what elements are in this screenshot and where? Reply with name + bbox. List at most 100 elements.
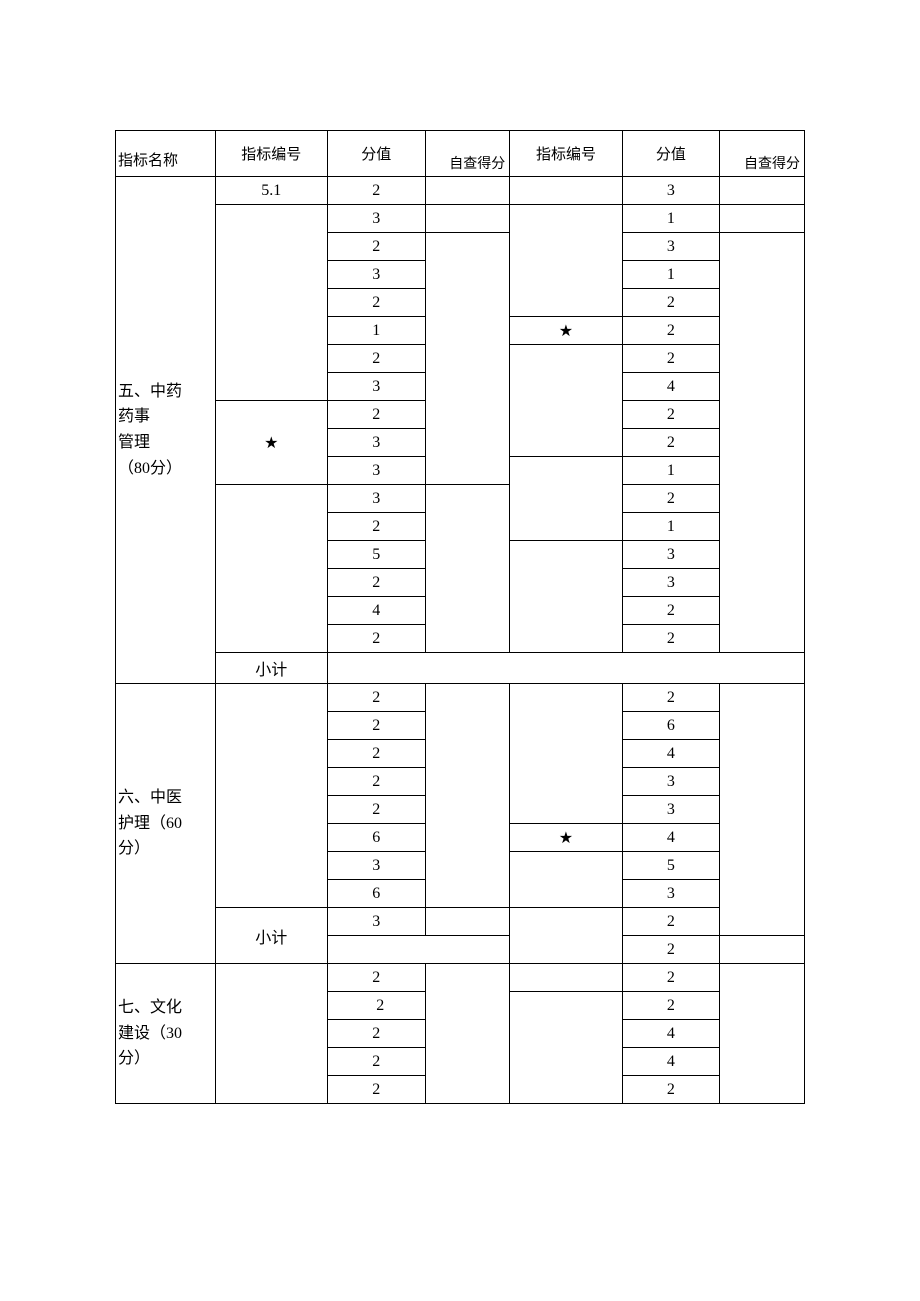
s5-subtotal-label: 小计: [215, 653, 327, 684]
s6-left-score-9: 3: [327, 908, 425, 936]
s7-right-self-block: [720, 964, 805, 1104]
s5-right-idx-block3: [510, 457, 622, 541]
header-index-2: 指标编号: [510, 131, 622, 177]
s5-left-score-14: 5: [327, 541, 425, 569]
s5-left-score-8: 3: [327, 373, 425, 401]
s5-right-score-9: 2: [622, 401, 720, 429]
s5-left-score-7: 2: [327, 345, 425, 373]
header-score-1: 分值: [327, 131, 425, 177]
s6-left-score-8: 6: [327, 880, 425, 908]
header-row: 指标名称 指标编号 分值 自查得分 指标编号 分值 自查得分: [116, 131, 805, 177]
s5-left-score-6: 1: [327, 317, 425, 345]
s5-right-score-6: 2: [622, 317, 720, 345]
s5-left-score-3: 2: [327, 233, 425, 261]
s5-left-score-10: 3: [327, 429, 425, 457]
s5-left-score-13: 2: [327, 513, 425, 541]
s5-right-score-7: 2: [622, 345, 720, 373]
s5-idx-block1: [215, 205, 327, 401]
s5-idx-1: 5.1: [215, 177, 327, 205]
header-self-2: 自查得分: [720, 131, 805, 177]
table-row: 五、中药 药事 管理 （80分） 5.1 2 3: [116, 177, 805, 205]
s5-right-score-8: 4: [622, 373, 720, 401]
s5-right-idx-block4: [510, 541, 622, 653]
s5-left-score-1: 2: [327, 177, 425, 205]
s7-right-score-4: 4: [622, 1048, 720, 1076]
header-name: 指标名称: [116, 131, 216, 177]
s5-right-score-13: 1: [622, 513, 720, 541]
s5-left-score-9: 2: [327, 401, 425, 429]
s5-right-idx-block2: [510, 345, 622, 457]
s7-idx-block: [215, 964, 327, 1104]
s6-right-score-1: 2: [622, 684, 720, 712]
s5-idx-star: ★: [215, 401, 327, 485]
s6-right-score-5: 3: [622, 796, 720, 824]
s6-subtotal-span: [327, 936, 509, 964]
s7-right-score-1: 2: [622, 964, 720, 992]
s6-right-score-3: 4: [622, 740, 720, 768]
s5-idx-block2: [215, 485, 327, 653]
s6-right-score-8: 3: [622, 880, 720, 908]
section5-name: 五、中药 药事 管理 （80分）: [116, 177, 216, 684]
s5-right-idx-star: ★: [510, 317, 622, 345]
s6-left-self-9: [425, 908, 510, 936]
s7-left-score-3: 2: [327, 1020, 425, 1048]
table-row: 六、中医 护理（60 分） 2 2: [116, 684, 805, 712]
table-row: 3 2: [116, 485, 805, 513]
s5-right-score-12: 2: [622, 485, 720, 513]
s6-right-idx-star: ★: [510, 824, 622, 852]
s5-left-score-11: 3: [327, 457, 425, 485]
s5-left-score-15: 2: [327, 569, 425, 597]
header-index-1: 指标编号: [215, 131, 327, 177]
s6-left-score-1: 2: [327, 684, 425, 712]
s5-left-score-2: 3: [327, 205, 425, 233]
s7-left-score-5: 2: [327, 1076, 425, 1104]
s7-right-score-2: 2: [622, 992, 720, 1020]
s6-left-score-6: 6: [327, 824, 425, 852]
s6-right-self-block: [720, 684, 805, 936]
s5-right-self-block: [720, 233, 805, 653]
s6-left-score-2: 2: [327, 712, 425, 740]
table-row: 3 1: [116, 205, 805, 233]
s6-left-score-7: 3: [327, 852, 425, 880]
evaluation-table: 指标名称 指标编号 分值 自查得分 指标编号 分值 自查得分 五、中药 药事 管…: [115, 130, 805, 1104]
s5-right-score-4: 1: [622, 261, 720, 289]
s6-right-idx-block3: [510, 908, 622, 964]
s6-left-score-5: 2: [327, 796, 425, 824]
s7-left-score-2: 2: [327, 992, 425, 1020]
s7-left-score-1: 2: [327, 964, 425, 992]
s5-right-score-16: 2: [622, 597, 720, 625]
s5-left-score-4: 3: [327, 261, 425, 289]
s6-right-score-7: 5: [622, 852, 720, 880]
s6-right-score-4: 3: [622, 768, 720, 796]
s5-left-score-17: 2: [327, 625, 425, 653]
s5-right-self-2: [720, 205, 805, 233]
s6-right-score-extra: 2: [622, 936, 720, 964]
table-row: 小计: [116, 653, 805, 684]
section7-name: 七、文化 建设（30 分）: [116, 964, 216, 1104]
s6-left-score-4: 2: [327, 768, 425, 796]
s5-right-idx-1: [510, 177, 622, 205]
s7-right-score-5: 2: [622, 1076, 720, 1104]
s5-right-score-17: 2: [622, 625, 720, 653]
s7-right-score-3: 4: [622, 1020, 720, 1048]
s6-idx-block: [215, 684, 327, 908]
s6-right-score-9: 2: [622, 908, 720, 936]
s5-right-score-15: 3: [622, 569, 720, 597]
s5-right-score-1: 3: [622, 177, 720, 205]
s6-left-score-3: 2: [327, 740, 425, 768]
s6-right-idx-block2: [510, 852, 622, 908]
s5-left-self-2: [425, 205, 510, 233]
s5-left-self-block: [425, 233, 510, 485]
s7-right-idx-1: [510, 964, 622, 992]
section6-name: 六、中医 护理（60 分）: [116, 684, 216, 964]
s6-subtotal-label: 小计: [215, 908, 327, 964]
s5-left-self-1: [425, 177, 510, 205]
header-score-2: 分值: [622, 131, 720, 177]
s6-right-self-extra: [720, 936, 805, 964]
table-row: 小计 3 2: [116, 908, 805, 936]
s5-right-score-2: 1: [622, 205, 720, 233]
s7-left-score-4: 2: [327, 1048, 425, 1076]
s5-left-score-12: 3: [327, 485, 425, 513]
s5-subtotal-value: [327, 653, 804, 684]
table-row: 七、文化 建设（30 分） 2 2: [116, 964, 805, 992]
